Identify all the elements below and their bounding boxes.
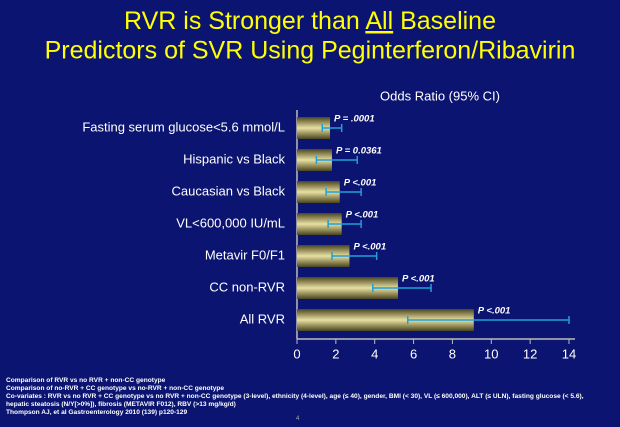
y-tick-label: Caucasian vs Black [172,183,286,198]
x-tick-label: 4 [371,346,378,361]
value-label: P = 0.0361 [336,146,382,157]
error-bar [321,124,343,132]
y-tick-label: Metavir F0/F1 [205,247,285,262]
bar [297,181,340,203]
title-part: Baseline [393,7,496,35]
bar [297,277,399,299]
x-tick-label: 10 [484,346,498,361]
bar [297,213,342,235]
title-part: RVR is Stronger than [124,7,365,35]
bar [297,309,474,331]
footnote: Thompson AJ, et al Gastroenterology 2010… [6,409,188,416]
footnotes: Comparison of RVR vs no RVR + non-CC gen… [6,377,596,417]
bar [297,245,350,267]
value-label: P <.001 [344,178,377,189]
x-tick-label: 2 [332,346,339,361]
bar [297,149,332,171]
footnote: Comparison of no-RVR + CC genotype vs no… [6,385,225,392]
page-number: 4 [296,416,300,422]
chart-title: RVR is Stronger than All Baseline [124,7,496,35]
error-bar [372,284,432,292]
x-tick-label: 12 [523,346,537,361]
value-label: P <.001 [402,274,435,285]
y-tick-label: Fasting serum glucose<5.6 mmol/L [82,119,285,134]
x-tick-label: 6 [410,346,417,361]
error-bar [327,220,362,228]
chart-title: Predictors of SVR Using Peginterferon/Ri… [45,37,576,65]
value-label: P <.001 [346,210,379,221]
footnote: Comparison of RVR vs no RVR + non-CC gen… [6,377,166,384]
error-bar [406,316,570,324]
y-tick-label: CC non-RVR [209,279,285,294]
value-label: P <.001 [478,306,511,317]
error-bar [315,156,358,164]
title-part: All [365,7,393,35]
error-bar [325,188,362,196]
error-bar [331,252,378,260]
bar [297,117,331,139]
footnote: Co-variates : RVR vs no RVR + CC genotyp… [6,393,584,408]
y-tick-label: All RVR [240,311,285,326]
axis-title: Odds Ratio (95% CI) [380,88,500,103]
value-label: P = .0001 [334,114,375,125]
y-tick-label: Hispanic vs Black [183,151,285,166]
value-label: P <.001 [353,242,386,253]
x-tick-label: 14 [562,346,576,361]
y-tick-label: VL<600,000 IU/mL [176,215,285,230]
x-tick-label: 0 [293,346,300,361]
x-tick-label: 8 [449,346,456,361]
